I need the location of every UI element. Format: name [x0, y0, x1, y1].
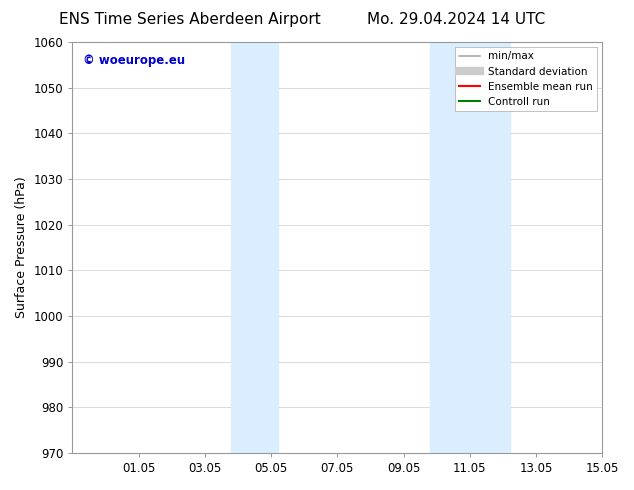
Text: ENS Time Series Aberdeen Airport: ENS Time Series Aberdeen Airport	[60, 12, 321, 27]
Y-axis label: Surface Pressure (hPa): Surface Pressure (hPa)	[15, 176, 28, 318]
Legend: min/max, Standard deviation, Ensemble mean run, Controll run: min/max, Standard deviation, Ensemble me…	[455, 47, 597, 111]
Bar	[430, 42, 510, 453]
Text: Mo. 29.04.2024 14 UTC: Mo. 29.04.2024 14 UTC	[367, 12, 546, 27]
Text: © woeurope.eu: © woeurope.eu	[83, 54, 185, 68]
Bar	[231, 42, 278, 453]
